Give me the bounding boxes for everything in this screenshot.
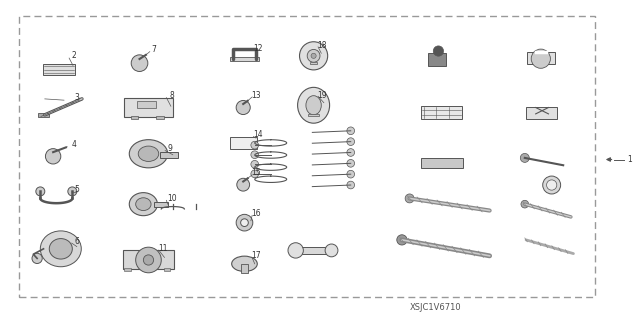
FancyBboxPatch shape	[421, 158, 463, 168]
Ellipse shape	[300, 42, 328, 70]
Ellipse shape	[547, 180, 557, 190]
Ellipse shape	[68, 187, 77, 196]
Ellipse shape	[49, 239, 72, 259]
FancyBboxPatch shape	[123, 250, 174, 269]
Ellipse shape	[232, 256, 257, 271]
FancyBboxPatch shape	[296, 247, 332, 254]
FancyBboxPatch shape	[43, 64, 75, 75]
Ellipse shape	[311, 53, 316, 58]
FancyBboxPatch shape	[38, 113, 49, 117]
Text: XSJC1V6710: XSJC1V6710	[410, 303, 461, 312]
Text: 13: 13	[251, 91, 261, 100]
Ellipse shape	[40, 231, 81, 267]
FancyBboxPatch shape	[230, 137, 257, 149]
FancyBboxPatch shape	[154, 202, 168, 207]
Text: 11: 11	[159, 244, 168, 253]
FancyBboxPatch shape	[131, 116, 138, 119]
Text: 4: 4	[71, 140, 76, 149]
FancyBboxPatch shape	[308, 114, 319, 116]
FancyBboxPatch shape	[526, 107, 557, 119]
Text: 1: 1	[627, 155, 632, 164]
Ellipse shape	[129, 140, 168, 168]
FancyBboxPatch shape	[421, 106, 462, 119]
FancyBboxPatch shape	[527, 52, 555, 64]
Ellipse shape	[307, 49, 320, 62]
Ellipse shape	[405, 194, 414, 203]
FancyBboxPatch shape	[137, 101, 156, 108]
Text: 10: 10	[166, 194, 177, 203]
FancyBboxPatch shape	[160, 152, 178, 158]
Ellipse shape	[45, 149, 61, 164]
FancyBboxPatch shape	[164, 268, 170, 271]
FancyBboxPatch shape	[310, 62, 317, 64]
Ellipse shape	[543, 176, 561, 194]
Text: 2: 2	[71, 51, 76, 60]
Ellipse shape	[298, 87, 330, 123]
Ellipse shape	[347, 160, 355, 167]
Text: 3: 3	[74, 93, 79, 102]
Ellipse shape	[241, 219, 248, 226]
Text: 14: 14	[253, 130, 263, 139]
FancyBboxPatch shape	[241, 264, 248, 273]
Ellipse shape	[325, 244, 338, 257]
Ellipse shape	[129, 193, 157, 216]
Ellipse shape	[136, 247, 161, 273]
Text: 6: 6	[74, 237, 79, 246]
Ellipse shape	[136, 198, 151, 211]
Ellipse shape	[520, 153, 529, 162]
Text: 12: 12	[253, 44, 262, 53]
Ellipse shape	[347, 170, 355, 178]
Ellipse shape	[236, 214, 253, 231]
Ellipse shape	[531, 49, 550, 68]
Ellipse shape	[347, 138, 355, 145]
Ellipse shape	[288, 243, 303, 258]
Text: 5: 5	[74, 185, 79, 194]
Ellipse shape	[237, 178, 250, 191]
Ellipse shape	[306, 96, 321, 115]
Text: 8: 8	[169, 91, 174, 100]
Ellipse shape	[251, 160, 259, 168]
Ellipse shape	[433, 46, 444, 56]
Ellipse shape	[143, 255, 154, 265]
Ellipse shape	[347, 149, 355, 156]
Text: 7: 7	[151, 45, 156, 54]
FancyBboxPatch shape	[230, 57, 259, 61]
Ellipse shape	[251, 170, 259, 178]
Ellipse shape	[32, 253, 42, 263]
Text: 16: 16	[251, 209, 261, 218]
Text: 9: 9	[167, 144, 172, 153]
Text: 17: 17	[251, 251, 261, 260]
Ellipse shape	[521, 200, 529, 208]
Ellipse shape	[347, 127, 355, 135]
Text: 15: 15	[251, 168, 261, 177]
Ellipse shape	[251, 141, 259, 149]
Text: 19: 19	[317, 91, 327, 100]
FancyBboxPatch shape	[428, 53, 446, 66]
Ellipse shape	[251, 151, 259, 159]
Ellipse shape	[131, 55, 148, 71]
FancyBboxPatch shape	[124, 268, 131, 271]
Ellipse shape	[138, 146, 159, 161]
Ellipse shape	[347, 181, 355, 189]
FancyBboxPatch shape	[124, 98, 173, 117]
Ellipse shape	[397, 235, 407, 245]
Ellipse shape	[36, 187, 45, 196]
Ellipse shape	[236, 100, 250, 115]
Text: 18: 18	[317, 41, 326, 50]
FancyBboxPatch shape	[156, 116, 164, 119]
